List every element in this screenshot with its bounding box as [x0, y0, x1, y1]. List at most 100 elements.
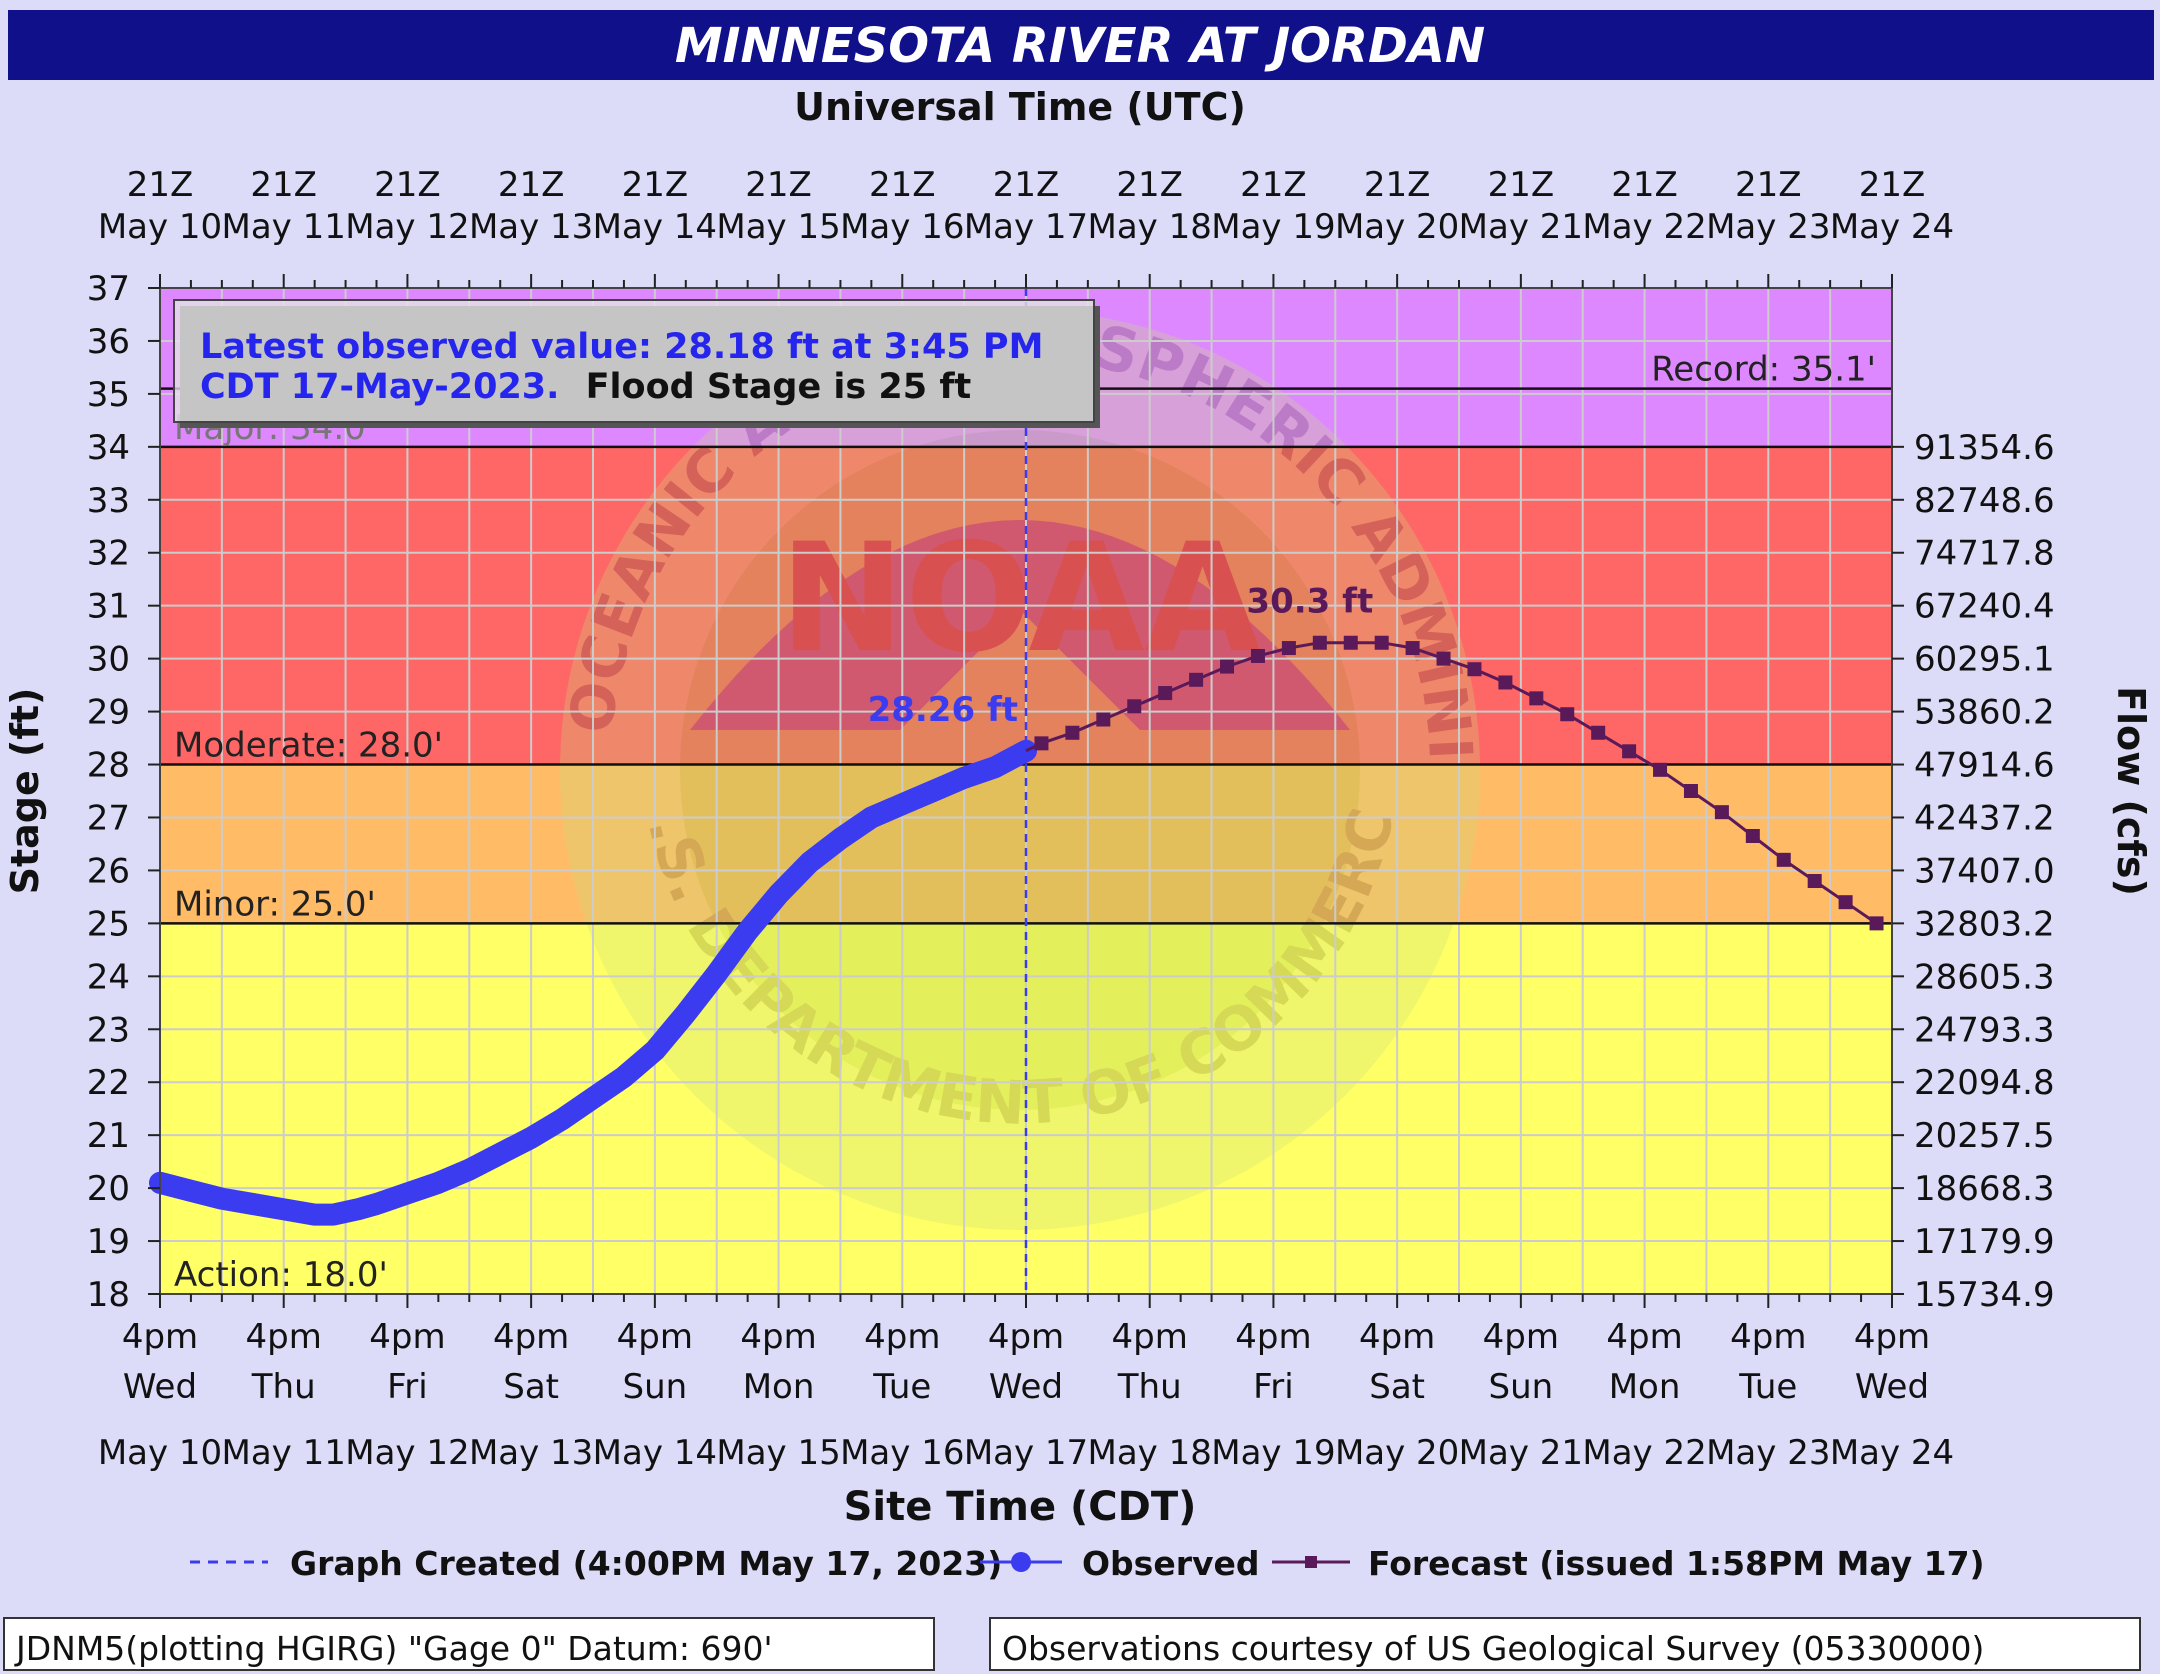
flow-tick-label: 24793.3 [1914, 1010, 2055, 1050]
y-tick-label: 25 [87, 904, 130, 944]
y-tick-label: 37 [87, 269, 130, 309]
cdt-date-label: May 24 [1830, 1433, 1954, 1473]
flow-tick-label: 60295.1 [1914, 640, 2055, 680]
observed-point [554, 1111, 571, 1128]
cdt-weekday-label: Tue [1738, 1367, 1797, 1407]
threshold-label-3: Minor: 25.0' [174, 884, 376, 924]
cdt-weekday-label: Fri [1253, 1367, 1294, 1407]
threshold-label-4: Action: 18.0' [174, 1255, 388, 1295]
y-tick-label: 22 [87, 1063, 130, 1103]
utc-date-label: May 11 [222, 207, 346, 247]
cdt-time-label: 4pm [246, 1317, 322, 1357]
y-tick-label: 19 [87, 1222, 130, 1262]
forecast-point [1838, 895, 1853, 910]
observed-point [646, 1042, 663, 1059]
observed-point [492, 1145, 509, 1162]
flow-tick-label: 74717.8 [1914, 534, 2055, 574]
cdt-date-label: May 14 [593, 1433, 717, 1473]
cdt-date-label: May 12 [345, 1433, 469, 1473]
info-line-2-flood-stage: Flood Stage is 25 ft [586, 367, 972, 407]
observed-point [987, 759, 1004, 776]
cdt-time-label: 4pm [1606, 1317, 1682, 1357]
cdt-date-label: May 19 [1211, 1433, 1335, 1473]
cdt-time-label: 4pm [1235, 1317, 1311, 1357]
forecast-point [1776, 852, 1791, 867]
cdt-weekday-label: Mon [743, 1367, 815, 1407]
footer-left-text: JDNM5(plotting HGIRG) "Gage 0" Datum: 69… [14, 1629, 773, 1668]
utc-date-label: May 20 [1335, 207, 1459, 247]
y-tick-label: 27 [87, 798, 130, 838]
y-tick-label: 32 [87, 534, 130, 574]
cdt-date-label: May 21 [1459, 1433, 1583, 1473]
y-tick-label: 31 [87, 587, 130, 627]
observed-peak-label: 28.26 ft [868, 690, 1018, 730]
forecast-point [1189, 672, 1204, 687]
footer-right-box [989, 1617, 2141, 1671]
observed-point [894, 796, 911, 813]
forecast-point [1714, 805, 1729, 820]
legend: Graph Created (4:00PM May 17, 2023) Obse… [190, 1544, 1985, 1583]
forecast-point [1622, 744, 1637, 759]
observed-point [349, 1201, 366, 1218]
threshold-label-2: Moderate: 28.0' [174, 726, 443, 766]
utc-time-label: 21Z [1859, 165, 1926, 205]
cdt-date-label: May 20 [1335, 1433, 1459, 1473]
watermark-gull [690, 520, 1350, 730]
utc-time-label: 21Z [622, 165, 689, 205]
utc-date-label: May 14 [593, 207, 717, 247]
cdt-time-label: 4pm [1359, 1317, 1435, 1357]
observed-point [956, 769, 973, 786]
forecast-point [1591, 725, 1606, 740]
forecast-point [1281, 641, 1296, 656]
cdt-weekday-label: Sat [1369, 1367, 1425, 1407]
observed-point [801, 854, 818, 871]
legend-graph-created: Graph Created (4:00PM May 17, 2023) [290, 1544, 1002, 1583]
chart-title: MINNESOTA RIVER AT JORDAN [675, 18, 1485, 74]
y-tick-label: 26 [87, 851, 130, 891]
observed-point [863, 809, 880, 826]
utc-date-label: May 19 [1211, 207, 1335, 247]
forecast-point [1467, 662, 1482, 677]
y-tick-label: 30 [87, 640, 130, 680]
flow-tick-label: 53860.2 [1914, 693, 2055, 733]
cdt-weekday-label: Thu [251, 1367, 316, 1407]
cdt-time-label: 4pm [988, 1317, 1064, 1357]
observed-point [677, 1005, 694, 1022]
cdt-time-label: 4pm [864, 1317, 940, 1357]
cdt-date-label: May 22 [1582, 1433, 1706, 1473]
utc-time-label: 21Z [1611, 165, 1678, 205]
utc-date-label: May 12 [345, 207, 469, 247]
flow-tick-label: 42437.2 [1914, 798, 2055, 838]
observed-point [832, 830, 849, 847]
info-line-2-date: CDT 17-May-2023. [200, 367, 559, 407]
cdt-weekday-label: Wed [123, 1367, 197, 1407]
forecast-point [1127, 699, 1142, 714]
utc-date-label: May 15 [716, 207, 840, 247]
flow-tick-label: 17179.9 [1914, 1222, 2055, 1262]
cdt-time-label: 4pm [1112, 1317, 1188, 1357]
flow-tick-label: 20257.5 [1914, 1116, 2055, 1156]
observed-point [523, 1129, 540, 1146]
cdt-date-label: May 11 [222, 1433, 346, 1473]
forecast-series: 30.3 ft [1025, 582, 1884, 931]
cdt-weekday-label: Mon [1609, 1367, 1681, 1407]
observed-point [770, 886, 787, 903]
utc-time-label: 21Z [250, 165, 317, 205]
info-box [173, 299, 1095, 423]
utc-date-label: May 17 [964, 207, 1088, 247]
forecast-point [1529, 691, 1544, 706]
observed-point [213, 1190, 230, 1207]
cdt-time-label: 4pm [493, 1317, 569, 1357]
cdt-time-label: 4pm [1730, 1317, 1806, 1357]
y-tick-label: 23 [87, 1010, 130, 1050]
flow-tick-label: 37407.0 [1914, 851, 2055, 891]
top-axis-label: Universal Time (UTC) [794, 85, 1246, 129]
cdt-time-label: 4pm [1854, 1317, 1930, 1357]
observed-point [739, 923, 756, 940]
forecast-point [1405, 641, 1420, 656]
utc-date-label: May 21 [1459, 207, 1583, 247]
observed-point [430, 1174, 447, 1191]
observed-point [461, 1161, 478, 1178]
bottom-axis-label: Site Time (CDT) [844, 1484, 1197, 1530]
y-tick-label: 34 [87, 428, 130, 468]
